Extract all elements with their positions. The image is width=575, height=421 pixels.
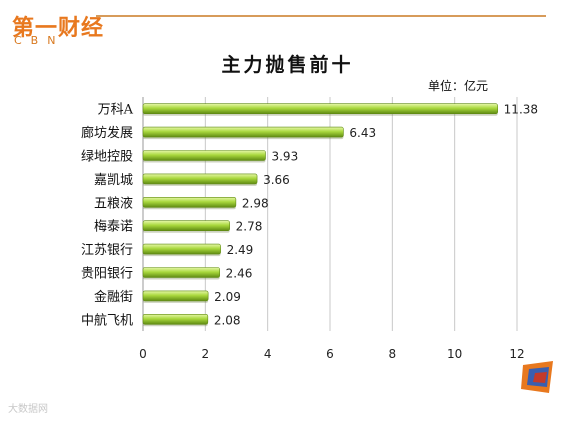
cbn-logo-sub: CBN [14,34,65,47]
bar [142,197,237,208]
unit-label: 单位：亿元 [428,79,489,93]
x-tick-label: 8 [389,347,397,361]
bar [142,150,266,161]
value-label: 3.66 [263,173,290,187]
bar [142,243,221,255]
bar [142,173,258,185]
category-label: 绿地控股 [81,150,133,165]
category-label: 中航飞机 [81,312,133,328]
value-label: 2.98 [242,196,269,210]
category-label: 嘉凯城 [94,173,133,188]
bar [142,103,498,114]
value-label: 2.46 [226,267,253,281]
x-tick-label: 2 [202,347,210,361]
chart-title: 主力抛售前十 [221,54,354,76]
x-tick-label: 0 [139,347,147,361]
category-label: 廊坊发展 [81,125,133,141]
category-label: 梅泰诺 [94,220,133,235]
value-label: 6.43 [349,126,376,140]
cbn-logo: 第一财经 [12,16,105,41]
bar [142,220,230,231]
x-tick-label: 6 [326,347,334,361]
value-label: 11.38 [504,103,538,117]
category-label: 五粮液 [94,196,133,211]
value-label: 2.78 [236,220,263,234]
value-label: 2.09 [214,290,241,304]
category-label: 贵阳银行 [81,267,133,282]
x-tick-label: 4 [264,347,272,361]
bar [142,126,344,138]
bars [142,103,498,327]
bar [142,313,209,325]
x-tick-label: 10 [447,347,462,361]
header-divider [96,15,546,17]
value-label: 2.49 [227,243,254,257]
category-label: 金融街 [94,289,133,305]
value-label: 2.08 [214,313,241,327]
watermark: 大数据网 [8,404,48,415]
bar [142,290,209,302]
category-label: 江苏银行 [81,242,133,258]
value-label: 3.93 [271,150,298,164]
labels: 0 2 4 6 8 10 12 万科A 11.38 廊坊发展 6.43 绿地控股 3.93 嘉凯城 3.66… [81,103,538,361]
corner-decoration-icon [521,361,553,393]
x-tick-label: 12 [509,347,524,361]
bar [142,267,220,278]
category-label: 万科A [98,103,134,118]
